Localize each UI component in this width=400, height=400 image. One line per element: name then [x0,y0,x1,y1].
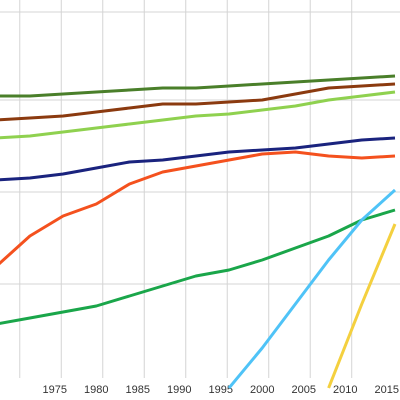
x-tick-label: 1980 [84,384,108,396]
x-tick-label: 2015 [374,384,398,396]
x-tick-label: 1985 [126,384,150,396]
series-line [0,90,396,140]
series-line [0,74,396,98]
x-tick-label: 2005 [291,384,315,396]
x-tick-label: 1975 [43,384,67,396]
x-tick-label: 2000 [250,384,274,396]
series-line [0,82,396,122]
series-line [227,188,397,389]
x-tick-label: 1995 [209,384,233,396]
series-line [0,136,396,182]
series-line [327,223,397,389]
x-tick-label: 2010 [333,384,357,396]
series-line [0,208,396,325]
x-tick-label: 1990 [167,384,191,396]
series-line [0,150,396,266]
